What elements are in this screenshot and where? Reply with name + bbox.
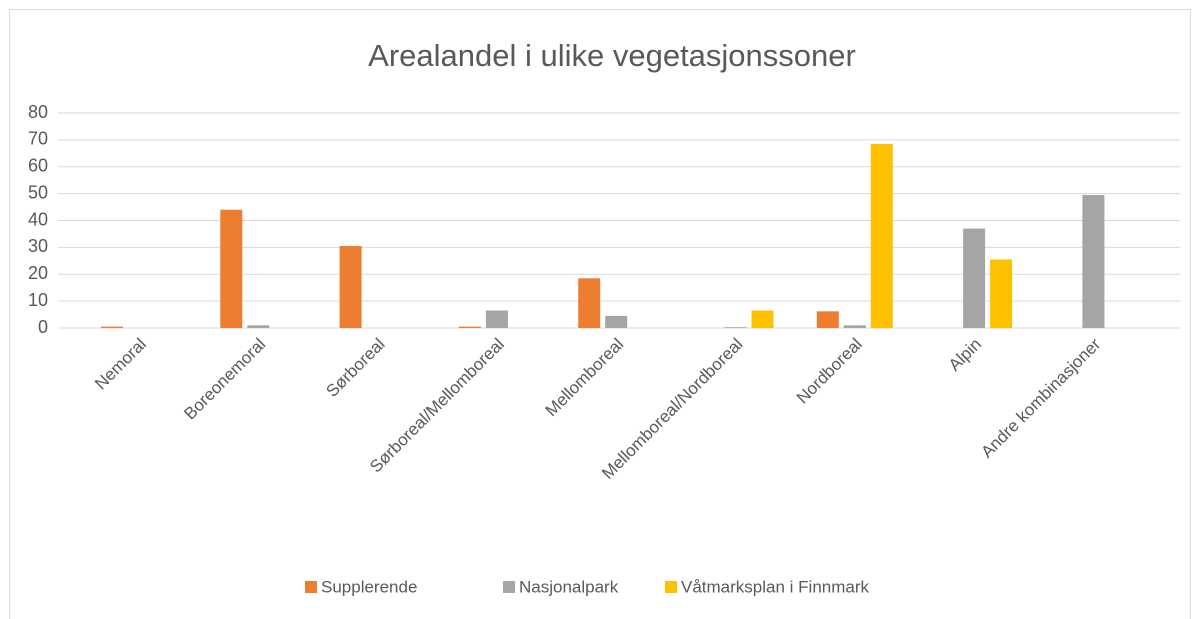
legend-label: Supplerende	[321, 577, 417, 596]
bar	[339, 246, 362, 328]
legend-label: Nasjonalpark	[519, 577, 619, 596]
x-tick-label: Mellomboreal	[542, 335, 628, 421]
bar	[816, 311, 839, 328]
chart-title: Arealandel i ulike vegetasjonssoner	[368, 38, 856, 73]
bar	[1082, 194, 1105, 328]
bar	[220, 209, 243, 328]
y-tick-label: 40	[28, 209, 48, 229]
legend-label: Våtmarksplan i Finnmark	[681, 577, 870, 596]
y-tick-label: 50	[28, 182, 48, 202]
legend-swatch	[503, 581, 515, 593]
y-tick-label: 10	[28, 290, 48, 310]
bar	[458, 326, 481, 328]
y-tick-label: 20	[28, 263, 48, 283]
bar	[605, 315, 628, 328]
bar	[485, 310, 508, 328]
bar	[870, 143, 893, 328]
y-tick-label: 0	[38, 317, 48, 337]
y-tick-label: 80	[28, 102, 48, 122]
x-tick-label: Nordboreal	[793, 335, 866, 408]
y-tick-label: 60	[28, 156, 48, 176]
bar	[247, 325, 270, 328]
chart-frame	[9, 9, 1191, 619]
bar	[751, 310, 774, 328]
y-tick-label: 70	[28, 129, 48, 149]
x-tick-label: Boreonemoral	[180, 335, 269, 424]
x-tick-label: Sørboreal	[322, 335, 388, 401]
bar	[990, 259, 1013, 328]
x-tick-label: Sørboreal/Mellomboreal	[366, 335, 508, 477]
legend-swatch	[665, 581, 677, 593]
y-tick-label: 30	[28, 236, 48, 256]
x-tick-label: Mellomboreal/Nordboreal	[598, 335, 746, 483]
bar	[101, 326, 123, 328]
x-tick-label: Nemoral	[91, 335, 150, 394]
bar	[724, 327, 747, 328]
legend-swatch	[305, 581, 317, 593]
bar	[963, 228, 986, 328]
bar	[843, 325, 866, 328]
bar	[578, 278, 601, 328]
x-tick-label: Andre kombinasjoner	[977, 334, 1104, 461]
x-tick-label: Alpin	[945, 335, 985, 375]
